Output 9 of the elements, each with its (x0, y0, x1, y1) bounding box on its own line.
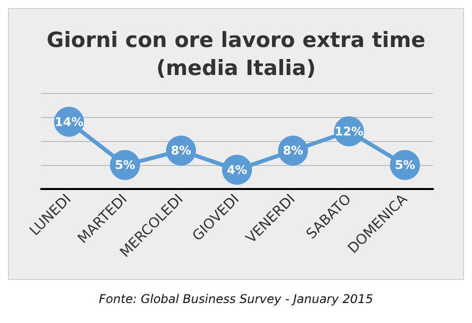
data-label: 4% (226, 162, 248, 177)
data-label: 5% (114, 158, 136, 172)
data-label: 8% (170, 144, 192, 158)
data-label: 14% (54, 114, 84, 129)
data-label: 12% (334, 124, 364, 138)
data-label: 8% (282, 144, 304, 158)
data-label: 5% (394, 158, 416, 172)
chart-title: Giorni con ore lavoro extra time (media Italia) (46, 28, 426, 80)
source-note: Fonte: Global Business Survey - January 2015 (98, 292, 374, 306)
